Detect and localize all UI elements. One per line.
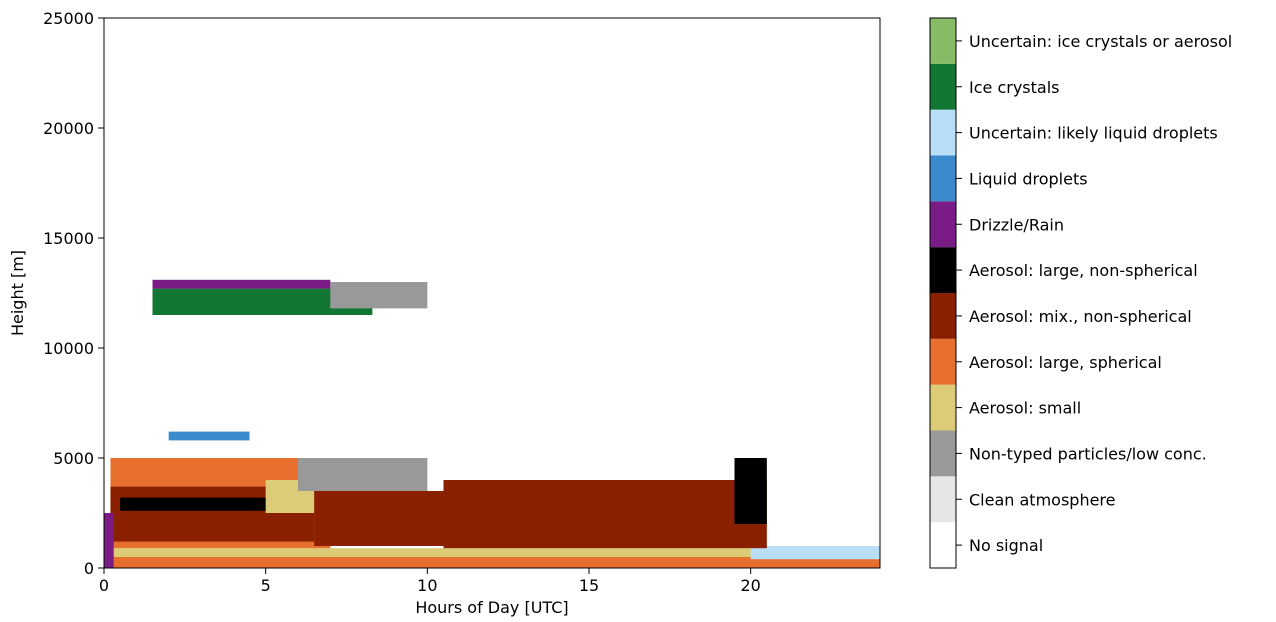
region-9 (443, 480, 767, 549)
colorbar-segment (930, 522, 956, 568)
y-tick-label: 0 (84, 559, 94, 578)
y-tick-label: 10000 (43, 339, 94, 358)
colorbar-label: Uncertain: ice crystals or aerosol (969, 32, 1232, 51)
colorbar-segment (930, 293, 956, 339)
region-1 (110, 548, 767, 557)
x-tick-label: 5 (261, 576, 271, 595)
x-tick-label: 20 (740, 576, 760, 595)
y-axis-label: Height [m] (8, 250, 27, 336)
y-tick-label: 15000 (43, 229, 94, 248)
region-0 (104, 557, 880, 568)
region-11 (168, 431, 250, 441)
colorbar-label: Uncertain: likely liquid droplets (969, 124, 1218, 143)
y-tick-label: 5000 (53, 449, 94, 468)
colorbar-segment (930, 63, 956, 110)
colorbar-segment (930, 384, 956, 431)
x-tick-label: 0 (99, 576, 109, 595)
colorbar-label: Aerosol: large, non-spherical (969, 261, 1198, 280)
plot-frame (103, 17, 881, 569)
region-15 (152, 279, 331, 289)
colorbar-frame (929, 17, 957, 569)
colorbar-segment (930, 201, 956, 248)
colorbar-label: Aerosol: small (969, 399, 1081, 418)
region-12 (104, 513, 114, 568)
region-5 (120, 497, 299, 511)
data-regions (104, 279, 880, 568)
y-axis-ticks: 0 5000 10000 15000 20000 25000 (43, 9, 104, 578)
x-tick-label: 10 (417, 576, 437, 595)
y-tick-label: 25000 (43, 9, 94, 28)
colorbar-segment (930, 476, 956, 523)
x-axis-ticks: 0 5 10 15 20 (99, 568, 761, 595)
region-2 (750, 546, 880, 560)
colorbar-segment (930, 338, 956, 385)
x-tick-label: 15 (579, 576, 599, 595)
colorbar-segment (930, 155, 956, 202)
colorbar-legend: No signal Clean atmosphere Non-typed parti… (930, 18, 1232, 568)
colorbar-segment (930, 247, 956, 293)
colorbar-label: Drizzle/Rain (969, 215, 1064, 234)
colorbar-label: Non-typed particles/low conc. (969, 444, 1207, 463)
colorbar-label: Ice crystals (969, 78, 1059, 97)
colorbar-label: Aerosol: mix., non-spherical (969, 307, 1192, 326)
x-axis-label: Hours of Day [UTC] (415, 598, 568, 617)
region-10 (734, 458, 767, 524)
colorbar-segment (930, 430, 956, 477)
colorbar-label: Clean atmosphere (969, 490, 1116, 509)
colorbar-label: No signal (969, 536, 1043, 555)
region-14 (330, 282, 428, 309)
colorbar-segment (930, 109, 956, 156)
colorbar-label: Aerosol: large, spherical (969, 353, 1162, 372)
region-7 (314, 491, 444, 546)
y-tick-label: 20000 (43, 119, 94, 138)
region-8 (298, 458, 428, 491)
colorbar-label: Liquid droplets (969, 169, 1088, 188)
colorbar-segment (930, 18, 956, 64)
